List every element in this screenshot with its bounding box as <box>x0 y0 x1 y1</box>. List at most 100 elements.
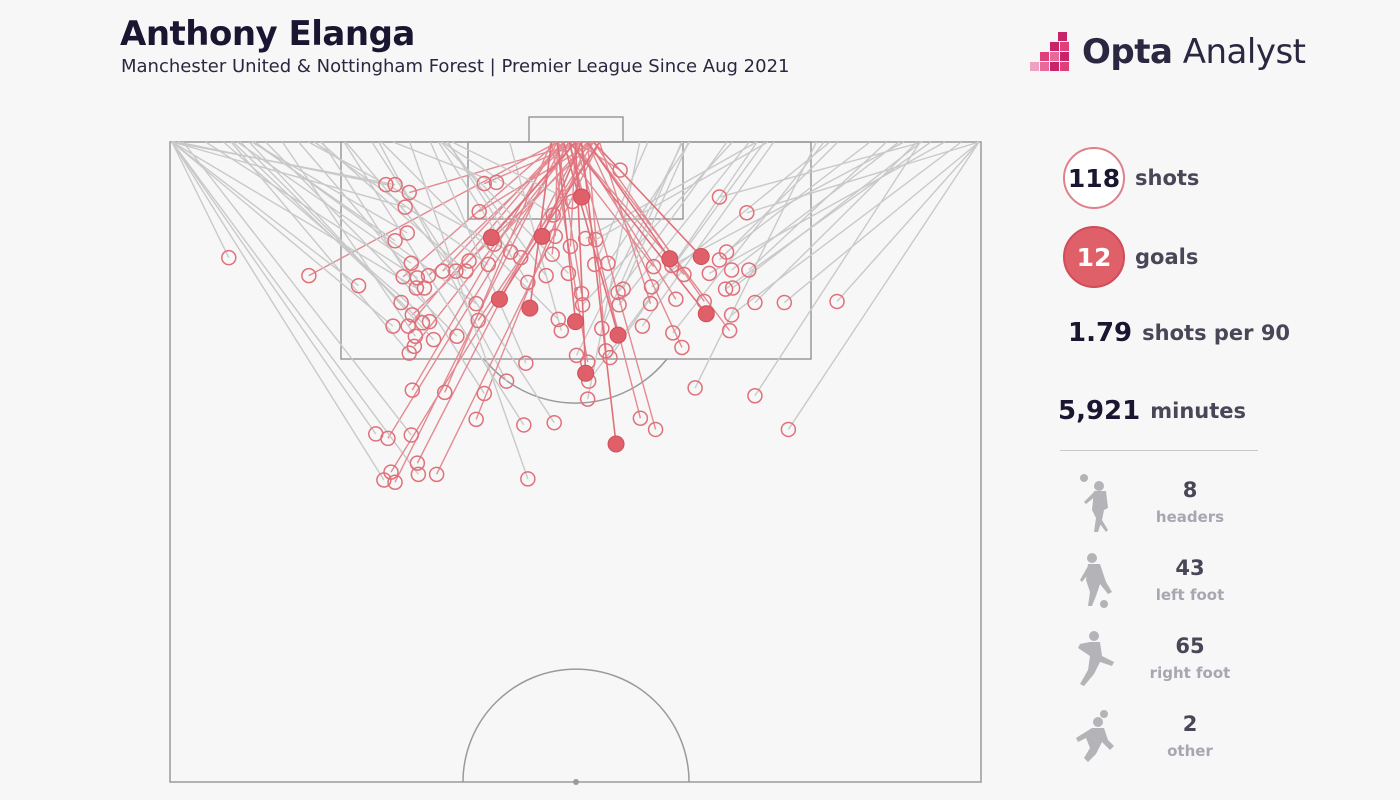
shot-trajectory-line <box>314 141 489 265</box>
shot-marker <box>428 466 445 483</box>
shot-trajectory-line <box>478 141 594 213</box>
shot-marker <box>701 265 718 282</box>
shot-trajectory-line <box>622 141 690 290</box>
shot-trajectory-line <box>609 141 758 358</box>
goal-marker <box>607 435 625 453</box>
shot-marker <box>676 266 692 283</box>
goal-marker <box>521 299 539 317</box>
shot-marker <box>723 262 740 278</box>
shot-marker <box>387 474 403 490</box>
shot-marker <box>611 297 627 313</box>
shot-trajectory-line <box>575 141 684 356</box>
shot-trajectory-line <box>451 141 573 203</box>
shot-marker <box>553 322 570 339</box>
shot-marker <box>520 274 536 291</box>
shot-marker <box>594 320 610 337</box>
right-foot-label: right foot <box>1149 664 1231 682</box>
logo-brand: Opta <box>1082 32 1173 72</box>
shot-marker <box>577 230 594 247</box>
shot-marker <box>568 347 585 364</box>
shot-marker <box>425 331 442 348</box>
shot-marker <box>579 391 596 407</box>
shot-marker <box>476 175 493 192</box>
shot-trajectory-line <box>182 141 412 436</box>
goals-count-circle: 12 <box>1063 226 1125 288</box>
half-pitch-outline <box>169 141 982 783</box>
shot-marker <box>403 255 420 272</box>
shot-trajectory-line <box>251 141 408 234</box>
shot-marker <box>776 294 793 311</box>
goal-marker <box>533 227 551 245</box>
shot-trajectory-line <box>223 141 430 323</box>
shot-marker <box>632 410 649 426</box>
shot-marker <box>717 281 734 297</box>
header-player-icon <box>1080 474 1108 532</box>
goal-marker <box>567 313 584 331</box>
shot-marker <box>739 204 755 221</box>
shot-marker <box>414 315 431 331</box>
shot-trajectory-line <box>783 141 980 304</box>
shot-marker <box>436 384 453 401</box>
shot-marker <box>602 349 618 366</box>
shot-marker <box>410 466 427 483</box>
shot-marker <box>747 294 763 311</box>
shot-marker <box>488 174 505 191</box>
shot-trajectory-line <box>671 141 905 267</box>
shot-trajectory-line <box>746 141 980 214</box>
shot-trajectory-line <box>248 141 435 341</box>
shot-trajectory-line <box>836 141 980 302</box>
shot-marker <box>674 339 690 356</box>
shot-marker <box>546 414 562 431</box>
shot-marker <box>780 421 797 438</box>
shot-trajectory-line <box>440 141 569 274</box>
shot-marker <box>301 267 317 284</box>
goals-stat: 12 goals <box>1063 226 1198 288</box>
shot-marker <box>403 427 420 443</box>
shot-marker <box>573 285 590 302</box>
shot-marker <box>421 313 438 330</box>
shot-marker <box>416 280 433 296</box>
shot-marker <box>449 328 465 344</box>
shot-trajectory-line <box>641 141 775 327</box>
shot-trajectories <box>171 141 980 483</box>
shot-marker <box>634 318 651 334</box>
shot-trajectory-line <box>595 141 769 241</box>
goal-frame <box>528 116 624 143</box>
headers-label: headers <box>1155 508 1225 526</box>
shot-trajectory-line <box>371 141 555 424</box>
shot-marker <box>409 455 426 471</box>
shot-trajectory-line <box>574 141 677 300</box>
shot-trajectory-line <box>378 141 508 382</box>
shot-trajectory-line <box>171 141 230 258</box>
shot-marker <box>434 263 451 279</box>
shot-trajectory-line <box>171 141 359 287</box>
shot-trajectory-line <box>409 141 529 480</box>
shot-marker <box>560 265 577 282</box>
shot-trajectory-line <box>618 141 750 306</box>
shot-trajectory-line <box>205 141 418 279</box>
shot-trajectory-line <box>607 141 691 264</box>
shot-marker <box>829 293 845 310</box>
shot-trajectory-line <box>601 141 683 329</box>
shot-marker <box>665 325 681 341</box>
shot-marker <box>574 297 591 313</box>
shot-trajectory-line <box>708 141 946 274</box>
shot-marker <box>468 411 484 428</box>
shot-marker <box>642 295 659 312</box>
shot-trajectory-line <box>586 141 683 348</box>
shot-trajectory-line <box>230 141 410 354</box>
goal-trajectory-line <box>592 141 702 258</box>
shot-marker <box>615 281 631 297</box>
shot-marker <box>498 373 515 389</box>
goal-trajectory-line <box>562 141 619 336</box>
goal-marker <box>573 188 591 206</box>
shot-trajectory-line <box>435 141 601 475</box>
shot-marker <box>550 311 567 328</box>
headers-count: 8 <box>1182 478 1198 502</box>
shot-trajectory-line <box>568 141 642 419</box>
goals-label: goals <box>1135 245 1199 269</box>
shot-marker <box>401 184 417 201</box>
shot-marker <box>723 307 740 323</box>
shot-marker <box>376 472 392 488</box>
left-foot-player-icon <box>1080 553 1112 608</box>
